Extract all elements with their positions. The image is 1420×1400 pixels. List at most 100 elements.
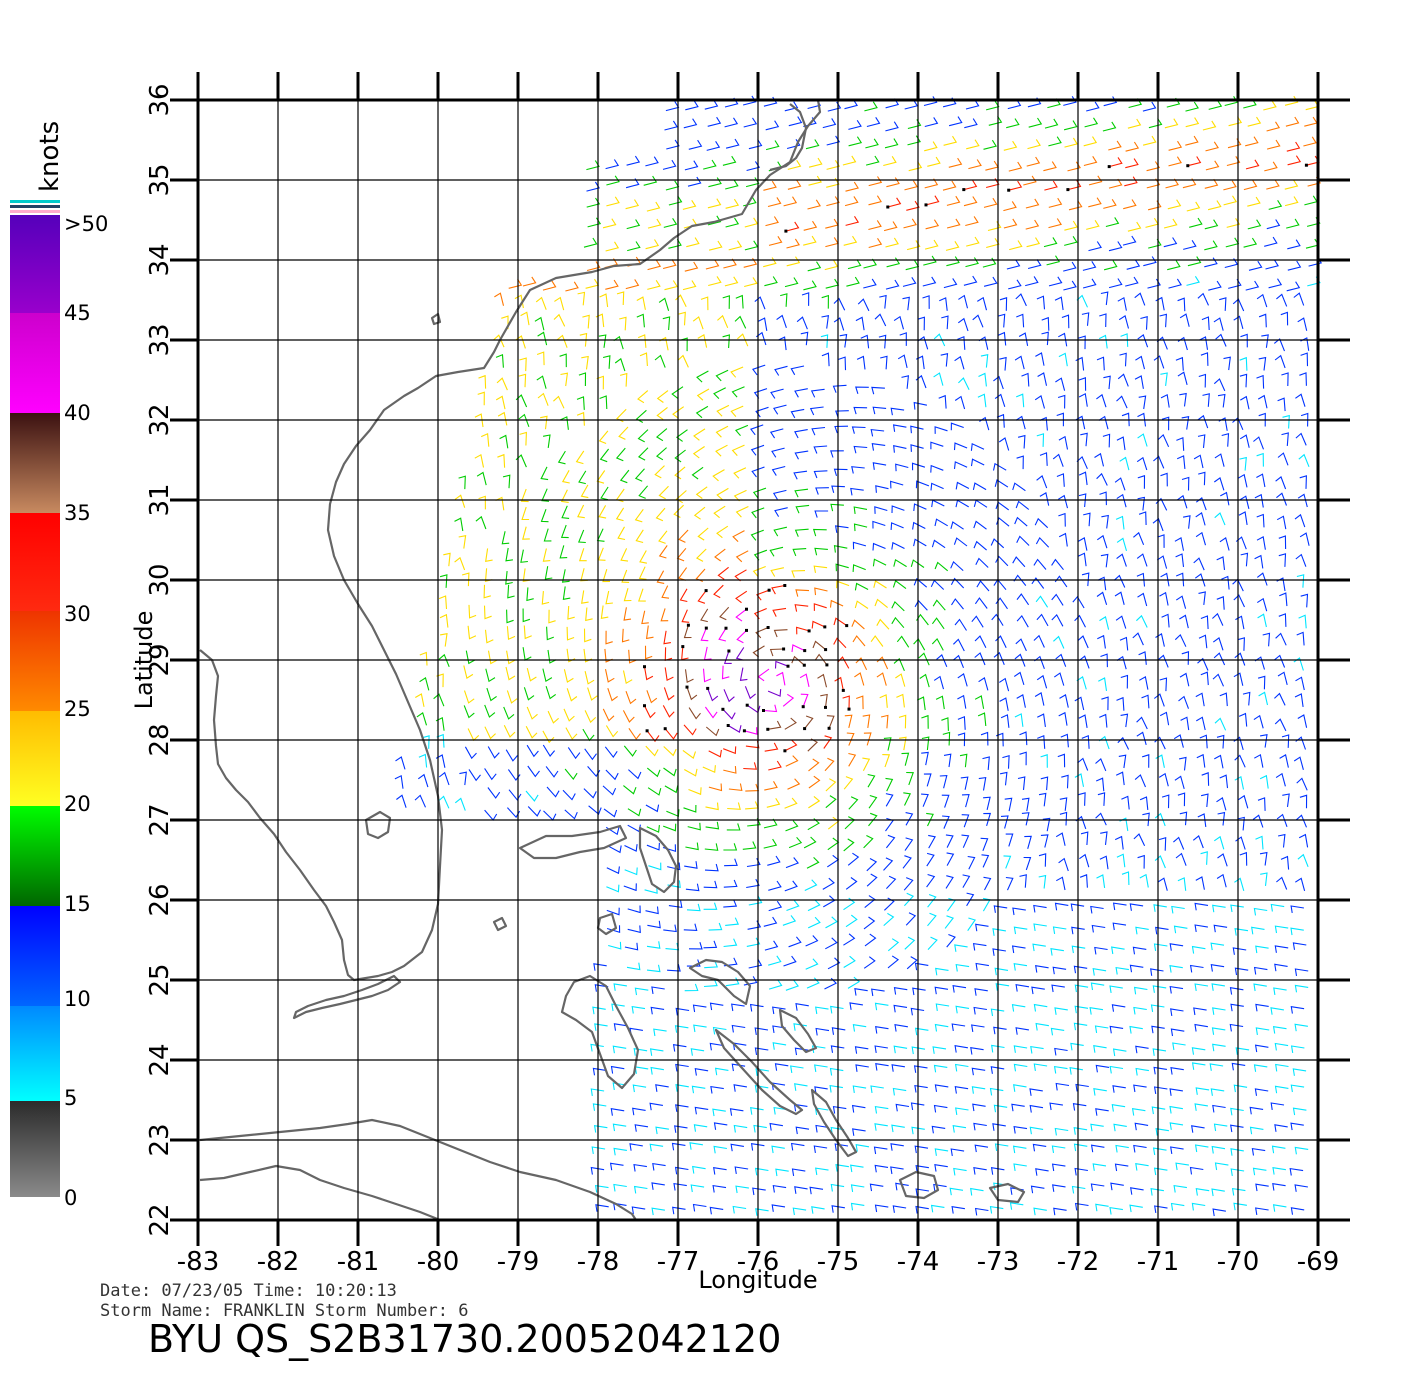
wind-barb — [902, 855, 912, 869]
wind-barb — [1013, 926, 1028, 935]
wind-barb — [1090, 982, 1105, 991]
wind-barb — [1129, 1204, 1143, 1213]
wind-barb — [1097, 634, 1106, 649]
wind-barb — [1080, 432, 1088, 447]
wind-barb — [1070, 903, 1085, 912]
wind-barb — [773, 526, 788, 537]
wind-barb — [1133, 986, 1148, 995]
wind-barb — [1137, 496, 1146, 511]
wind-barb — [1058, 494, 1069, 509]
wind-barb — [613, 335, 624, 350]
wind-barb — [495, 354, 504, 368]
wind-barb — [1260, 872, 1268, 886]
wind-barb — [1212, 904, 1226, 913]
wind-barb — [772, 1006, 786, 1015]
wind-barb — [501, 531, 510, 545]
wind-barb — [771, 584, 785, 595]
wind-barb — [790, 365, 805, 376]
wind-barb — [993, 651, 1005, 666]
wind-barb — [646, 825, 660, 833]
wind-barb — [665, 942, 680, 951]
lon-tick-label: -75 — [817, 1247, 859, 1277]
wind-barb — [995, 555, 1009, 567]
wind-barb — [1299, 475, 1307, 489]
wind-barb — [674, 466, 686, 480]
wind-barb — [1013, 963, 1028, 971]
wind-barb — [875, 1063, 889, 1071]
wind-barb — [1196, 716, 1206, 731]
wind-barb — [892, 1205, 907, 1213]
wind-barb — [864, 101, 878, 112]
wind-barb — [1127, 118, 1142, 129]
wind-barb — [913, 401, 928, 410]
wind-barb — [1039, 452, 1048, 466]
wind-barb — [1287, 260, 1302, 271]
wind-barb — [1082, 261, 1097, 271]
wind-barb — [921, 714, 929, 729]
wind-barb — [1124, 176, 1138, 187]
wind-barb — [1193, 1007, 1207, 1016]
wind-barb — [803, 836, 817, 849]
wind-barb — [1115, 966, 1129, 975]
wind-barb — [794, 388, 808, 398]
wind-barb — [627, 925, 641, 934]
wind-barb — [1044, 180, 1058, 191]
wind-barb — [914, 1145, 929, 1154]
wind-barb — [1210, 1088, 1225, 1096]
wind-barb — [785, 820, 799, 832]
wind-barb — [1059, 797, 1068, 811]
x-axis-title: Longitude — [698, 1266, 817, 1294]
wind-barb — [1257, 613, 1267, 628]
wind-barb — [502, 474, 511, 489]
wind-barb — [639, 352, 648, 367]
wind-barb — [868, 195, 882, 206]
wind-barb — [974, 597, 988, 609]
wind-barb — [1255, 945, 1269, 954]
wind-barb — [872, 520, 886, 529]
wind-barb — [503, 706, 515, 720]
wind-barb — [553, 313, 566, 327]
wind-barb — [693, 428, 706, 441]
wind-barb — [826, 135, 841, 146]
wind-barb — [1031, 986, 1045, 995]
wind-barb — [978, 776, 987, 791]
wind-barb — [1179, 313, 1190, 327]
wind-barb — [829, 599, 844, 608]
wind-barb — [931, 539, 946, 549]
wind-barb — [1013, 1084, 1027, 1092]
wind-barb — [948, 157, 963, 168]
wind-barb — [1088, 175, 1103, 186]
wind-barb — [1297, 317, 1308, 331]
wind-barb — [752, 565, 766, 577]
lat-tick-label: 28 — [145, 723, 175, 756]
wind-barb — [915, 1165, 929, 1173]
wind-barb — [957, 732, 966, 747]
wind-barb — [675, 1007, 690, 1016]
wind-barb — [1270, 903, 1285, 912]
wind-barb — [1194, 902, 1209, 911]
wind-barb — [693, 1124, 708, 1132]
wind-barb — [655, 1084, 669, 1092]
wind-barb — [484, 768, 497, 781]
wind-barb — [753, 1124, 767, 1133]
wind-barb — [1112, 1085, 1126, 1093]
wind-barb — [1233, 315, 1244, 330]
wind-barb — [578, 548, 587, 562]
wind-barb — [955, 481, 970, 490]
wind-barb — [891, 505, 905, 514]
wind-barb — [478, 495, 486, 510]
wind-barb — [1016, 614, 1029, 628]
colorbar-label: 10 — [64, 987, 91, 1011]
wind-barb — [673, 504, 684, 518]
lat-tick-label: 30 — [145, 563, 175, 596]
wind-barb — [1169, 1088, 1183, 1096]
wind-barb — [1074, 696, 1085, 711]
wind-barb — [1212, 637, 1224, 651]
wind-barb — [1138, 651, 1147, 665]
wind-barb — [1005, 876, 1014, 891]
wind-barb — [1009, 240, 1023, 251]
wind-barb — [772, 1025, 786, 1033]
wind-barb — [1212, 1208, 1226, 1217]
wind-barb — [856, 695, 864, 710]
wind-barb — [872, 542, 886, 551]
